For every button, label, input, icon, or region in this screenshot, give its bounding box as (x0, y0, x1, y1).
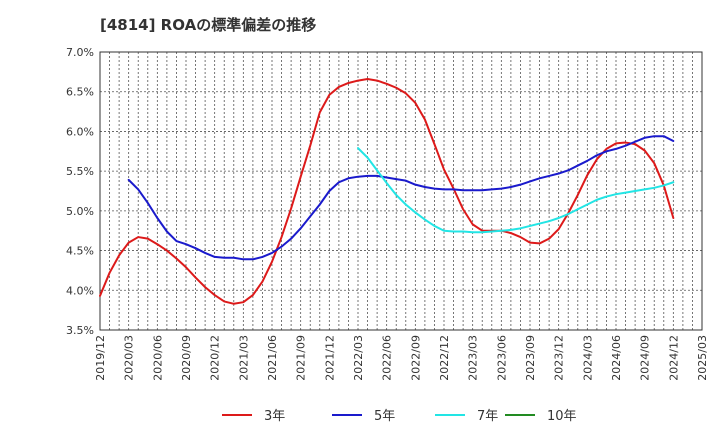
x-tick-label: 2022/06 (381, 335, 394, 381)
series-line (357, 147, 675, 234)
x-tick-label: 2024/12 (667, 335, 680, 381)
x-tick-label: 2023/12 (553, 335, 566, 381)
x-tick-label: 2020/06 (151, 335, 164, 381)
y-tick-label: 6.5% (66, 86, 94, 99)
x-tick-label: 2020/09 (180, 335, 193, 381)
x-tick-label: 2021/06 (266, 335, 279, 381)
y-tick-label: 6.0% (66, 125, 94, 138)
legend-label: 3年 (264, 409, 285, 424)
y-tick-label: 4.0% (66, 284, 94, 297)
x-tick-label: 2024/06 (610, 335, 623, 381)
x-tick-label: 2021/09 (295, 335, 308, 381)
x-tick-label: 2022/03 (352, 335, 365, 381)
chart-title: [4814] ROAの標準偏差の推移 (100, 16, 317, 34)
x-tick-label: 2023/03 (467, 335, 480, 381)
x-tick-label: 2021/12 (323, 335, 336, 381)
x-tick-label: 2022/12 (438, 335, 451, 381)
x-tick-label: 2023/06 (495, 335, 508, 381)
legend: 3年 5年 7年 10年 (222, 409, 577, 424)
y-tick-label: 5.0% (66, 205, 94, 218)
y-tick-label: 5.5% (66, 165, 94, 178)
x-tick-label: 2020/12 (209, 335, 222, 381)
series-line (127, 135, 675, 261)
x-tick-label: 2025/03 (696, 335, 709, 381)
y-tick-label: 3.5% (66, 324, 94, 337)
plot-border (99, 51, 703, 331)
x-tick-label: 2024/09 (639, 335, 652, 381)
legend-label: 10年 (547, 409, 577, 424)
y-tick-label: 4.5% (66, 245, 94, 258)
series-lines (99, 78, 675, 305)
grid-lines (99, 51, 703, 331)
series-line (99, 78, 675, 305)
legend-label: 7年 (477, 409, 498, 424)
legend-label: 5年 (374, 409, 395, 424)
y-tick-label: 7.0% (66, 46, 94, 59)
x-tick-label: 2023/09 (524, 335, 537, 381)
x-tick-label: 2021/03 (237, 335, 250, 381)
x-tick-label: 2022/09 (409, 335, 422, 381)
x-tick-label: 2020/03 (123, 335, 136, 381)
x-tick-label: 2019/12 (94, 335, 107, 381)
x-tick-label: 2024/03 (581, 335, 594, 381)
axes: 3.5% 4.0% 4.5% 5.0% 5.5% 6.0% 6.5% 7.0% 2019/12 2… (66, 46, 709, 381)
